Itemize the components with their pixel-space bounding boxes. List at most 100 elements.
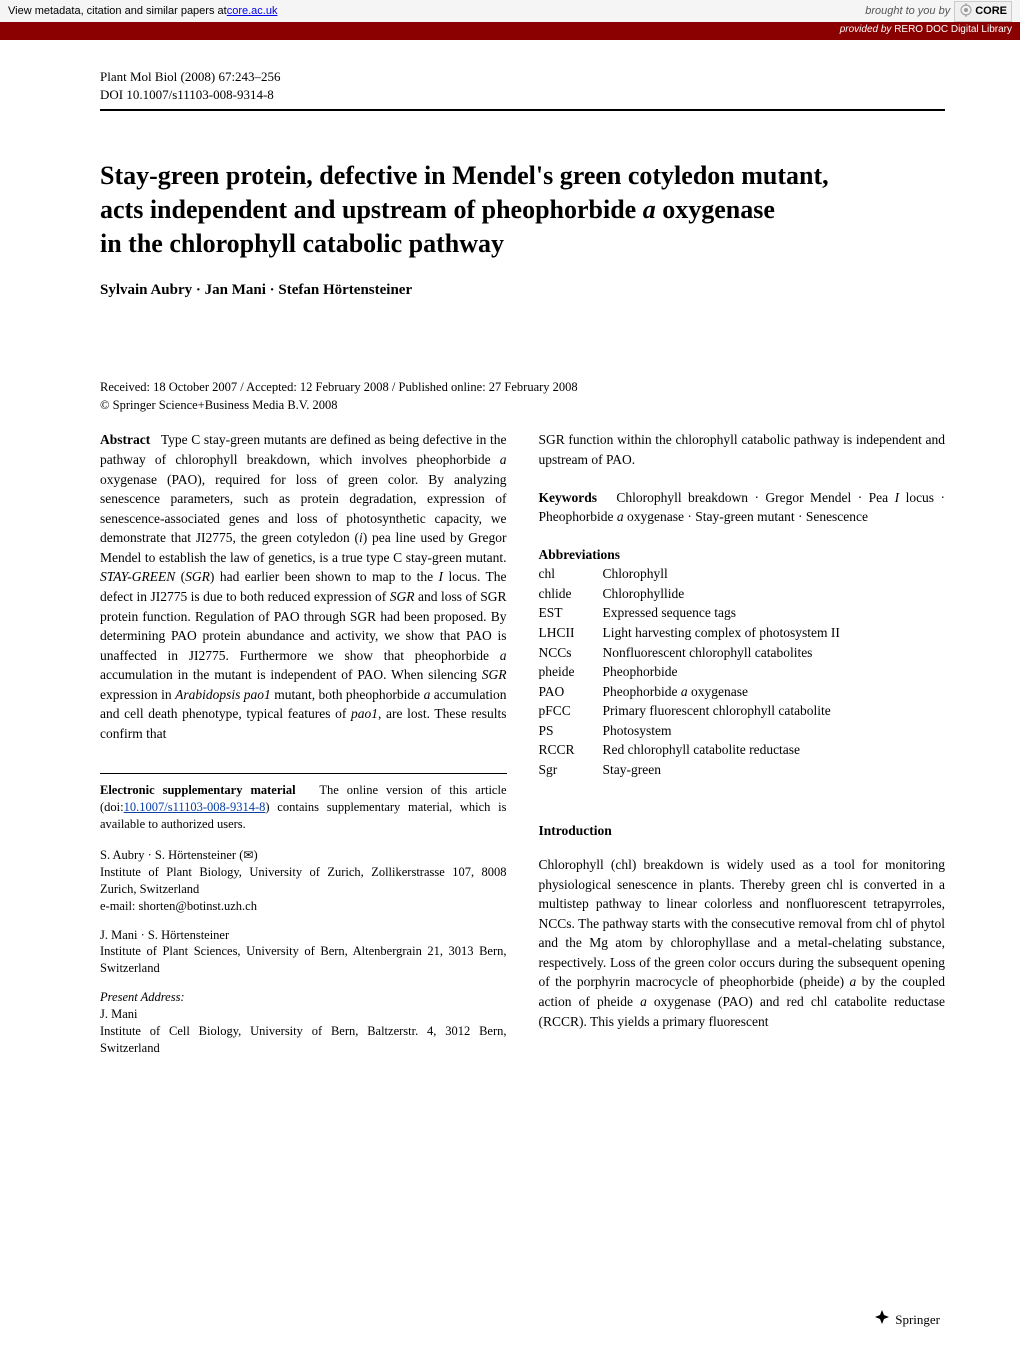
abbrev-value: Chlorophyll [603, 564, 668, 584]
affil-3-inst: Institute of Cell Biology, University of… [100, 1024, 507, 1055]
abstract-mid9: mutant, both pheophorbide [271, 687, 424, 702]
abbrev-key: EST [539, 603, 603, 623]
core-badge[interactable]: CORE [954, 1, 1012, 22]
springer-logo: Springer [873, 1308, 940, 1331]
abbrev-key: pFCC [539, 701, 603, 721]
affil-1-close: ) [253, 848, 257, 862]
abbrev-row: pFCCPrimary fluorescent chlorophyll cata… [539, 701, 946, 721]
title-line3: in the chlorophyll catabolic pathway [100, 229, 504, 258]
abstract-pao1: pao1 [351, 706, 378, 721]
abbrev-value: Pheophorbide a oxygenase [603, 682, 748, 702]
doi-link[interactable]: 10.1007/s11103-008-9314-8 [124, 800, 266, 814]
introduction-heading: Introduction [539, 821, 946, 841]
intro-text: Chlorophyll (chl) breakdown is widely us… [539, 857, 946, 989]
keywords-a: a [617, 509, 624, 524]
core-link[interactable]: core.ac.uk [227, 5, 278, 17]
abbrev-row: RCCRRed chlorophyll catabolite reductase [539, 740, 946, 760]
affil-1-inst: Institute of Plant Biology, University o… [100, 865, 507, 896]
provider-name: RERO DOC Digital Library [894, 24, 1012, 35]
abbrev-row: PAOPheophorbide a oxygenase [539, 682, 946, 702]
affil-1: S. Aubry · S. Hörtensteiner (✉) Institut… [100, 847, 507, 915]
abbrev-value: Light harvesting complex of photosystem … [603, 623, 840, 643]
abbrev-key: chl [539, 564, 603, 584]
abstract-a2: a [500, 648, 507, 663]
dates-line1: Received: 18 October 2007 / Accepted: 12… [100, 379, 945, 397]
abstract-paragraph: Abstract Type C stay-green mutants are d… [100, 430, 507, 743]
abbrev-row: chlChlorophyll [539, 564, 946, 584]
abbrev-key: pheide [539, 662, 603, 682]
journal-citation: Plant Mol Biol (2008) 67:243–256 [100, 68, 945, 86]
abstract-sgr: STAY-GREEN [100, 569, 175, 584]
abstract-sgr4: SGR [482, 667, 507, 682]
abbrev-key: Sgr [539, 760, 603, 780]
journal-doi: DOI 10.1007/s11103-008-9314-8 [100, 86, 945, 104]
provided-by-bar: provided by RERO DOC Digital Library [0, 22, 1020, 40]
metadata-text: View metadata, citation and similar pape… [8, 5, 227, 17]
keywords-text3: oxygenase · Stay-green mutant · Senescen… [624, 509, 868, 524]
affil-3-names: J. Mani [100, 1007, 138, 1021]
abstract-a1: a [500, 452, 507, 467]
affil-3: Present Address: J. Mani Institute of Ce… [100, 989, 507, 1057]
abbrev-key: chlide [539, 584, 603, 604]
abbrev-value: Expressed sequence tags [603, 603, 736, 623]
left-column: Abstract Type C stay-green mutants are d… [100, 430, 507, 1056]
title-line2-ital: a [643, 195, 656, 224]
affil-2: J. Mani · S. Hörtensteiner Institute of … [100, 927, 507, 978]
core-label: CORE [975, 5, 1007, 17]
springer-label: Springer [895, 1312, 940, 1328]
keywords-block: Keywords Chlorophyll breakdown · Gregor … [539, 488, 946, 527]
header-rule [100, 109, 945, 111]
abbrev-row: LHCIILight harvesting complex of photosy… [539, 623, 946, 643]
publication-dates: Received: 18 October 2007 / Accepted: 12… [100, 379, 945, 414]
brought-by-text: brought to you by [865, 5, 950, 17]
springer-icon [873, 1308, 891, 1331]
abstract-arab: Arabidopsis pao1 [175, 687, 271, 702]
affil-1-email: e-mail: shorten@botinst.uzh.ch [100, 899, 257, 913]
title-line1: Stay-green protein, defective in Mendel'… [100, 161, 829, 190]
affiliations-block: S. Aubry · S. Hörtensteiner (✉) Institut… [100, 847, 507, 1057]
abbrev-row: ESTExpressed sequence tags [539, 603, 946, 623]
title-line2-pre: acts independent and upstream of pheopho… [100, 195, 643, 224]
abbrev-row: pheidePheophorbide [539, 662, 946, 682]
keywords-label: Keywords [539, 490, 598, 505]
abbrev-value: Red chlorophyll catabolite reductase [603, 740, 801, 760]
abbrev-key: PAO [539, 682, 603, 702]
abbrev-value: Pheophorbide [603, 662, 678, 682]
authors-list: Sylvain Aubry · Jan Mani · Stefan Hörten… [100, 282, 945, 299]
abbrev-key: PS [539, 721, 603, 741]
abstract-mid8: expression in [100, 687, 175, 702]
keywords-text: Chlorophyll breakdown · Gregor Mendel · … [616, 490, 894, 505]
supplementary-block: Electronic supplementary material The on… [100, 782, 507, 833]
abbrev-value: Primary fluorescent chlorophyll cataboli… [603, 701, 831, 721]
abbreviations-block: Abbreviations chlChlorophyllchlideChloro… [539, 545, 946, 780]
affil-1-names: S. Aubry · S. Hörtensteiner ( [100, 848, 243, 862]
abstract-sgr3: SGR [390, 589, 415, 604]
intro-a2: a [640, 994, 647, 1009]
abbrev-row: SgrStay-green [539, 760, 946, 780]
abbrev-row: PSPhotosystem [539, 721, 946, 741]
abstract-sgr2: SGR [185, 569, 210, 584]
copyright-line: © Springer Science+Business Media B.V. 2… [100, 397, 945, 415]
abbrev-key: RCCR [539, 740, 603, 760]
article-title: Stay-green protein, defective in Mendel'… [100, 159, 945, 260]
journal-header: Plant Mol Biol (2008) 67:243–256 DOI 10.… [100, 68, 945, 103]
abstract-continued: SGR function within the chlorophyll cata… [539, 430, 946, 469]
abbrev-key: LHCII [539, 623, 603, 643]
abstract-pre: Type C stay-green mutants are defined as… [100, 432, 507, 467]
affil-2-inst: Institute of Plant Sciences, University … [100, 944, 507, 975]
title-line2-post: oxygenase [656, 195, 775, 224]
abstract-mid3: ( [175, 569, 185, 584]
abbrev-row: chlideChlorophyllide [539, 584, 946, 604]
abbreviations-heading: Abbreviations [539, 545, 946, 565]
abbrev-value: Nonfluorescent chlorophyll catabolites [603, 643, 813, 663]
right-column: SGR function within the chlorophyll cata… [539, 430, 946, 1056]
core-metadata-banner: View metadata, citation and similar pape… [0, 0, 1020, 22]
abbrev-key: NCCs [539, 643, 603, 663]
affil-2-names: J. Mani · S. Hörtensteiner [100, 928, 229, 942]
abstract-mid7: accumulation in the mutant is independen… [100, 667, 482, 682]
envelope-icon: ✉ [243, 848, 253, 862]
abbrev-value: Chlorophyllide [603, 584, 685, 604]
introduction-paragraph: Chlorophyll (chl) breakdown is widely us… [539, 855, 946, 1031]
core-icon [959, 3, 973, 20]
abbrev-value: Stay-green [603, 760, 661, 780]
